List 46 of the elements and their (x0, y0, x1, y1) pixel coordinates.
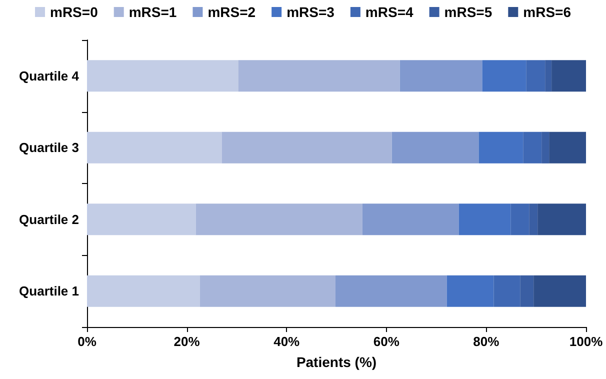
legend-label: mRS=3 (286, 4, 335, 20)
bar (538, 204, 586, 236)
legend-label: mRS=6 (523, 4, 572, 20)
y-tick-label: Quartile 3 (19, 140, 79, 156)
bar (523, 132, 542, 164)
bar (87, 132, 222, 164)
bar (336, 275, 447, 307)
bar (200, 275, 336, 307)
bar (196, 204, 362, 236)
bar (362, 204, 459, 236)
legend-label: mRS=1 (128, 4, 177, 20)
bar (87, 275, 200, 307)
bar (510, 204, 530, 236)
bar (482, 60, 526, 92)
bar (520, 275, 534, 307)
bar (400, 60, 482, 92)
legend-label: mRS=0 (50, 4, 98, 20)
bar (526, 60, 546, 92)
bar (478, 132, 524, 164)
x-tick-label: 60% (373, 334, 400, 349)
legend-label: mRS=2 (208, 4, 256, 20)
bar (458, 204, 511, 236)
legend-label: mRS=5 (444, 4, 492, 20)
bar (222, 132, 392, 164)
x-tick-label: 0% (78, 334, 97, 349)
y-tick-label: Quartile 4 (19, 68, 80, 84)
x-tick-label: 80% (473, 334, 500, 349)
x-tick-label: 20% (174, 334, 200, 349)
bar (552, 60, 586, 92)
bar (494, 275, 520, 307)
bar (238, 60, 400, 92)
bar (392, 132, 479, 164)
bar (446, 275, 494, 307)
bar (87, 204, 196, 236)
bar (529, 204, 538, 236)
bar (542, 132, 550, 164)
x-tick-label: 100% (569, 334, 604, 349)
bar (534, 275, 586, 307)
y-tick-label: Quartile 2 (19, 212, 79, 227)
bar (545, 60, 552, 92)
bar (87, 60, 238, 92)
y-tick-label: Quartile 1 (19, 284, 79, 299)
bar (549, 132, 586, 164)
x-tick-label: 40% (274, 334, 300, 349)
x-axis-title: Patients (%) (296, 354, 377, 370)
legend-label: mRS=4 (365, 4, 414, 20)
